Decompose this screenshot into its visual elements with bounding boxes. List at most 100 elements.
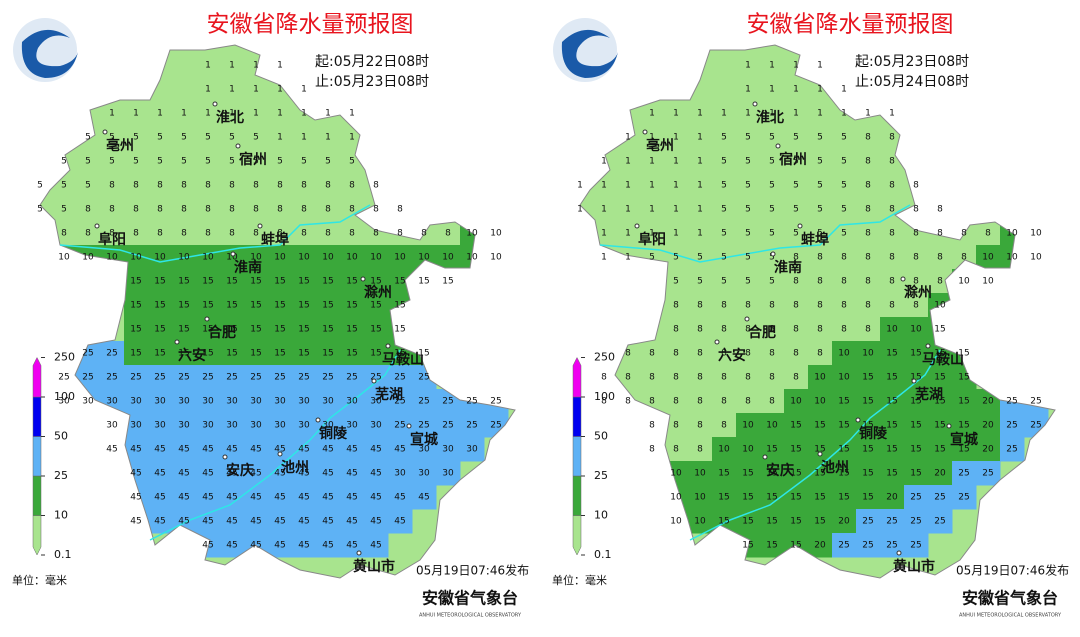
rain-value: 8	[277, 181, 283, 191]
rain-value: 10	[694, 469, 706, 479]
rain-value: 45	[298, 445, 309, 455]
rain-cell	[784, 221, 809, 246]
rain-cell	[340, 341, 365, 366]
rain-value: 15	[910, 397, 921, 407]
rain-value: 8	[913, 301, 919, 311]
rain-value: 25	[322, 373, 333, 383]
rain-cell	[712, 341, 737, 366]
rain-value: 25	[370, 373, 381, 383]
rain-value: 5	[745, 229, 751, 239]
logo-swirl	[21, 29, 78, 78]
rain-value: 15	[130, 277, 141, 287]
rain-value: 25	[394, 397, 405, 407]
rain-value: 1	[277, 133, 283, 143]
rain-cell	[784, 437, 809, 462]
rain-value: 15	[910, 373, 921, 383]
rain-value: 8	[865, 301, 871, 311]
rain-value: 5	[769, 253, 775, 263]
rain-cell	[172, 101, 197, 126]
rain-cell	[712, 149, 737, 174]
rain-value: 15	[790, 541, 801, 551]
rain-cell	[148, 485, 173, 510]
rain-cell	[172, 125, 197, 150]
rain-value: 8	[913, 253, 919, 263]
rain-cell	[664, 221, 689, 246]
rain-value: 30	[298, 397, 310, 407]
rain-cell	[664, 365, 689, 390]
rain-value: 45	[154, 469, 165, 479]
rain-value: 45	[274, 469, 285, 479]
rain-cell	[316, 485, 341, 510]
rain-cell	[688, 101, 713, 126]
rain-cell	[460, 437, 485, 462]
rain-cell	[364, 293, 389, 318]
rain-cell	[640, 341, 665, 366]
rain-cell	[244, 365, 269, 390]
rain-cell	[220, 173, 245, 198]
rain-cell	[172, 437, 197, 462]
city-dot	[896, 550, 902, 556]
rain-value: 25	[58, 373, 69, 383]
rain-value: 15	[862, 373, 873, 383]
rain-value: 30	[442, 445, 454, 455]
rain-value: 15	[934, 397, 945, 407]
rain-value: 10	[1030, 229, 1042, 239]
rain-value: 8	[937, 205, 943, 215]
rain-value: 45	[178, 469, 189, 479]
rain-cell	[196, 341, 221, 366]
rain-value: 1	[841, 109, 847, 119]
rain-value: 15	[766, 493, 777, 503]
rain-cell	[784, 269, 809, 294]
rain-cell	[736, 413, 761, 438]
rain-value: 45	[298, 493, 309, 503]
rain-value: 15	[886, 373, 897, 383]
rain-value: 10	[718, 445, 730, 455]
rain-cell	[292, 173, 317, 198]
rain-cell	[76, 197, 101, 222]
rain-value: 15	[862, 421, 873, 431]
city-dot	[230, 251, 236, 257]
rain-cell	[976, 413, 1001, 438]
rain-value: 5	[697, 277, 703, 287]
rain-cell	[148, 509, 173, 534]
rain-value: 15	[274, 349, 285, 359]
rain-cell	[760, 197, 785, 222]
rain-cell	[736, 245, 761, 270]
rain-cell	[712, 221, 737, 246]
rain-value: 15	[154, 325, 165, 335]
rain-cell	[196, 269, 221, 294]
rain-value: 25	[862, 541, 873, 551]
rain-cell	[760, 173, 785, 198]
rain-cell	[244, 101, 269, 126]
rain-cell	[592, 197, 617, 222]
rain-value: 15	[910, 445, 921, 455]
rain-cell	[268, 341, 293, 366]
rain-cell	[688, 173, 713, 198]
rain-cell	[808, 245, 833, 270]
rain-cell	[808, 413, 833, 438]
rain-value: 8	[793, 349, 799, 359]
rain-value: 8	[913, 205, 919, 215]
rain-cell	[148, 245, 173, 270]
rain-cell	[340, 437, 365, 462]
rain-value: 5	[673, 277, 679, 287]
rain-value: 45	[346, 517, 357, 527]
rain-value: 15	[154, 349, 165, 359]
rain-value: 25	[466, 397, 477, 407]
rain-cell	[124, 173, 149, 198]
rain-value: 45	[226, 541, 237, 551]
rain-value: 15	[958, 421, 969, 431]
rain-value: 15	[910, 421, 921, 431]
rain-value: 15	[226, 349, 237, 359]
rain-value: 8	[625, 373, 631, 383]
rain-cell	[172, 365, 197, 390]
rain-value: 8	[157, 181, 163, 191]
rain-value: 5	[793, 229, 799, 239]
rain-value: 25	[394, 373, 405, 383]
rain-value: 30	[370, 421, 382, 431]
rain-cell	[196, 173, 221, 198]
rain-cell	[928, 245, 953, 270]
rain-value: 1	[769, 85, 775, 95]
city-dot	[235, 143, 241, 149]
rain-cell	[928, 389, 953, 414]
